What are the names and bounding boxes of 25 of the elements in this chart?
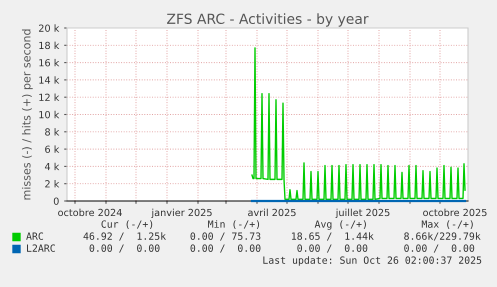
text: Cur (-/+) Min (-/+) Avg (-/+) Max (-/+) (101, 220, 473, 230)
y-tick-label: 8 k (45, 128, 60, 136)
y-tick-label: 6 k (45, 145, 60, 153)
y-tick-label: 16 k (39, 58, 60, 66)
line-series (251, 47, 466, 200)
y-tick-label: 0 (54, 197, 59, 205)
x-tick-label: avril 2025 (248, 208, 296, 216)
y-axis-title: misses (-) / hits (+) per second (22, 29, 33, 200)
x-tick-label: juillet 2025 (336, 208, 390, 218)
y-tick-label: 2 k (45, 180, 60, 188)
y-tick-label: 18 k (39, 42, 60, 50)
y-tick-label: 4 k (44, 162, 60, 170)
y-tick-label: 14 k (39, 76, 60, 84)
text: 46.92 / 1.25k 0.00 / 75.73 18.65 / 1.44k 8.66k/229.79k (83, 232, 481, 241)
text: 0.00 / 0.00 0.00 / 0.00 0.00 / 0.00 0.00 / 0.00 (90, 244, 474, 253)
legend-label: ARC (26, 232, 44, 240)
y-tick-label: 20 k (38, 24, 60, 32)
x-tick-label: octobre 2024 (58, 208, 122, 216)
chart-title: ZFS ARC - Activities - by year (167, 13, 369, 27)
text: Last update: Sun Oct 26 02:00:37 2025 (263, 256, 482, 266)
x-tick-label: janvier 2025 (151, 208, 212, 218)
x-tick-label: octobre 2025 (423, 208, 487, 216)
y-tick-label: 10 k (39, 110, 60, 118)
legend-label: L2ARC (27, 244, 55, 252)
y-tick-label: 12 k (39, 94, 60, 101)
